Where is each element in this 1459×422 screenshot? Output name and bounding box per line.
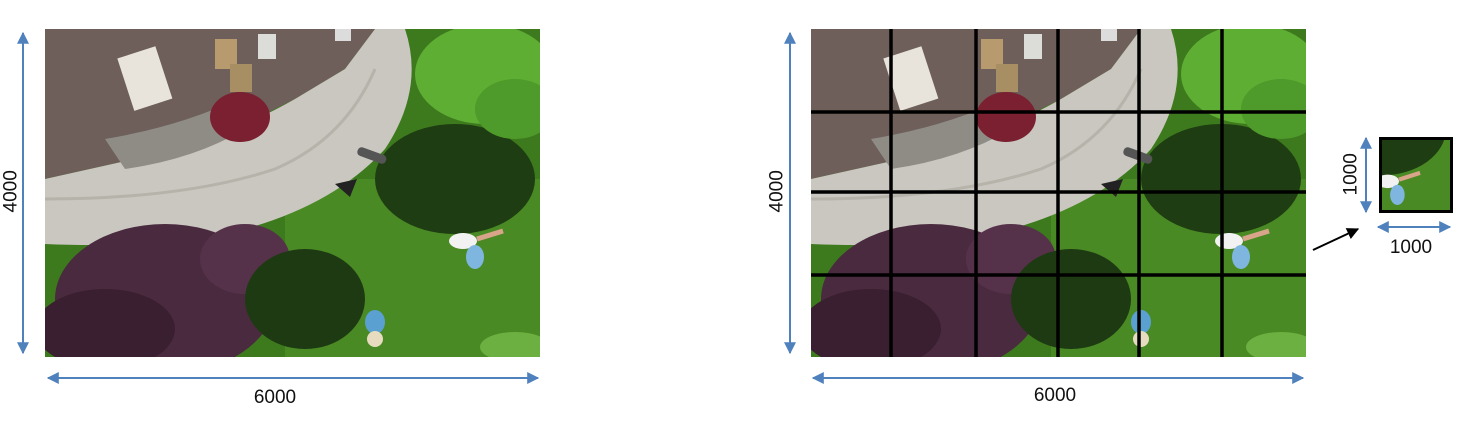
tile-grid <box>811 29 1306 357</box>
right-width-label: 6000 <box>1033 385 1077 406</box>
tile-width-label: 1000 <box>1389 237 1433 258</box>
aerial-photo-tiled <box>811 29 1306 357</box>
pointer-arrow-icon <box>1312 228 1360 251</box>
tile-crop <box>1379 137 1453 213</box>
left-height-label: 4000 <box>0 170 22 213</box>
left-width-label: 6000 <box>253 387 297 408</box>
tile-height-label: 1000 <box>1340 153 1362 196</box>
right-height-label: 4000 <box>766 170 788 213</box>
